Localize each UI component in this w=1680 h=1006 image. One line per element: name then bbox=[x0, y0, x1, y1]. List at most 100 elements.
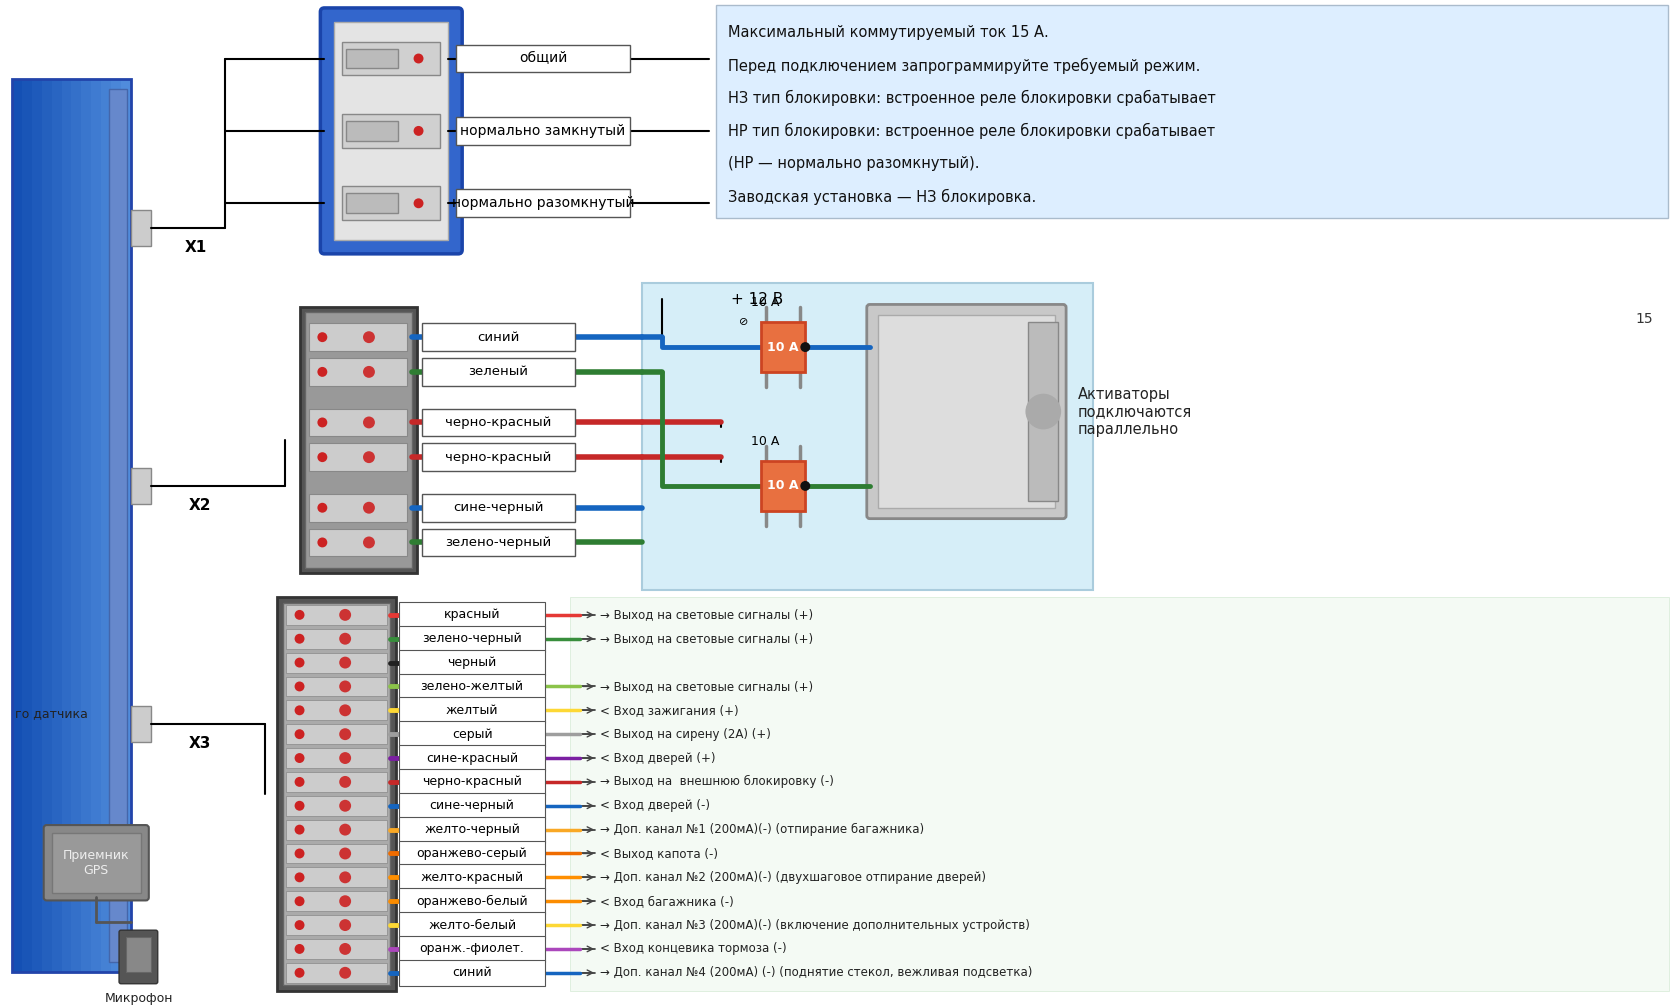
Circle shape bbox=[800, 481, 810, 491]
Text: → Выход на световые сигналы (+): → Выход на световые сигналы (+) bbox=[600, 609, 816, 622]
Circle shape bbox=[294, 705, 304, 715]
Text: сине-красный: сине-красный bbox=[425, 751, 517, 765]
Bar bbox=[455, 117, 630, 145]
FancyBboxPatch shape bbox=[119, 931, 158, 984]
Text: → Доп. канал №1 (200мА)(-) (отпирание багажника): → Доп. канал №1 (200мА)(-) (отпирание ба… bbox=[600, 823, 924, 836]
Text: X2: X2 bbox=[190, 498, 212, 513]
Bar bbox=[286, 891, 386, 911]
Bar bbox=[877, 315, 1055, 508]
Bar bbox=[422, 323, 575, 351]
Bar bbox=[286, 748, 386, 768]
Text: (НР — нормально разомкнутый).: (НР — нормально разомкнутый). bbox=[727, 156, 979, 171]
Bar bbox=[309, 494, 407, 522]
Text: → Доп. канал №2 (200мА)(-) (двухшаговое отпирание дверей): → Доп. канал №2 (200мА)(-) (двухшаговое … bbox=[600, 871, 986, 884]
Text: НР тип блокировки: встроенное реле блокировки срабатывает: НР тип блокировки: встроенное реле блоки… bbox=[727, 123, 1215, 139]
Bar bbox=[398, 697, 544, 723]
Text: черный: черный bbox=[447, 656, 496, 669]
Bar bbox=[286, 963, 386, 983]
Bar bbox=[398, 841, 544, 866]
Circle shape bbox=[363, 366, 375, 378]
Bar bbox=[761, 461, 805, 511]
Bar bbox=[455, 189, 630, 217]
Text: < Вход концевика тормоза (-): < Вход концевика тормоза (-) bbox=[600, 943, 790, 956]
Text: → Выход на  внешнюю блокировку (-): → Выход на внешнюю блокировку (-) bbox=[600, 776, 837, 789]
Circle shape bbox=[363, 331, 375, 343]
Circle shape bbox=[294, 777, 304, 787]
Circle shape bbox=[294, 944, 304, 954]
Text: X3: X3 bbox=[190, 736, 212, 751]
Bar bbox=[62, 79, 72, 972]
Bar bbox=[343, 186, 440, 220]
Bar bbox=[52, 79, 62, 972]
Text: зелено-желтый: зелено-желтый bbox=[420, 680, 522, 693]
Text: Приемник
GPS: Приемник GPS bbox=[62, 849, 129, 877]
Bar bbox=[109, 90, 128, 962]
Text: синий: синий bbox=[477, 331, 519, 344]
Bar bbox=[131, 210, 151, 245]
Text: Активаторы
подключаются
параллельно: Активаторы подключаются параллельно bbox=[1077, 386, 1191, 437]
Bar bbox=[282, 603, 390, 985]
Circle shape bbox=[339, 680, 351, 692]
Text: 15: 15 bbox=[1635, 313, 1651, 326]
Text: желто-белый: желто-белый bbox=[428, 918, 516, 932]
Circle shape bbox=[339, 776, 351, 788]
Bar bbox=[422, 358, 575, 385]
Text: зелено-черный: зелено-черный bbox=[422, 632, 522, 645]
Bar bbox=[81, 79, 92, 972]
Bar bbox=[398, 721, 544, 747]
Bar bbox=[131, 706, 151, 741]
Text: зелено-черный: зелено-черный bbox=[445, 536, 551, 549]
Bar bbox=[334, 22, 449, 240]
FancyBboxPatch shape bbox=[867, 305, 1065, 519]
Bar bbox=[286, 844, 386, 863]
Circle shape bbox=[294, 896, 304, 906]
Text: зеленый: зеленый bbox=[469, 365, 528, 378]
Bar bbox=[121, 79, 131, 972]
FancyBboxPatch shape bbox=[321, 8, 462, 254]
Bar bbox=[42, 79, 52, 972]
Bar bbox=[398, 745, 544, 771]
Circle shape bbox=[318, 503, 328, 513]
Bar bbox=[422, 408, 575, 437]
Text: → Выход на световые сигналы (+): → Выход на световые сигналы (+) bbox=[600, 632, 816, 645]
Text: го датчика: го датчика bbox=[15, 707, 87, 720]
Text: < Выход капота (-): < Выход капота (-) bbox=[600, 847, 721, 860]
Circle shape bbox=[294, 920, 304, 930]
Circle shape bbox=[318, 537, 328, 547]
Text: Максимальный коммутируемый ток 15 А.: Максимальный коммутируемый ток 15 А. bbox=[727, 25, 1048, 40]
Circle shape bbox=[339, 657, 351, 669]
Circle shape bbox=[339, 871, 351, 883]
Text: 10 А: 10 А bbox=[751, 435, 778, 448]
Circle shape bbox=[318, 417, 328, 428]
Bar bbox=[286, 772, 386, 792]
Bar bbox=[398, 817, 544, 842]
Text: 10 А: 10 А bbox=[766, 480, 798, 492]
Circle shape bbox=[339, 967, 351, 979]
Bar bbox=[12, 79, 24, 972]
Text: общий: общий bbox=[519, 51, 566, 65]
Circle shape bbox=[318, 453, 328, 462]
Bar bbox=[309, 408, 407, 437]
Text: красный: красный bbox=[444, 609, 501, 622]
Bar bbox=[22, 79, 34, 972]
Text: Микрофон: Микрофон bbox=[104, 992, 173, 1005]
Bar bbox=[422, 528, 575, 556]
Bar bbox=[346, 48, 398, 68]
Bar bbox=[286, 796, 386, 816]
Circle shape bbox=[339, 919, 351, 931]
Bar bbox=[286, 915, 386, 935]
Circle shape bbox=[339, 847, 351, 859]
Bar bbox=[570, 597, 1668, 991]
Text: сине-черный: сине-черный bbox=[454, 501, 543, 514]
Bar bbox=[398, 864, 544, 890]
Bar bbox=[398, 888, 544, 914]
Bar bbox=[642, 283, 1092, 591]
Bar bbox=[101, 79, 113, 972]
Text: < Вход зажигания (+): < Вход зажигания (+) bbox=[600, 704, 743, 717]
FancyBboxPatch shape bbox=[44, 825, 150, 900]
Bar bbox=[309, 323, 407, 351]
Bar bbox=[286, 629, 386, 649]
Circle shape bbox=[294, 872, 304, 882]
Bar bbox=[286, 676, 386, 696]
Text: сине-черный: сине-черный bbox=[430, 799, 514, 812]
